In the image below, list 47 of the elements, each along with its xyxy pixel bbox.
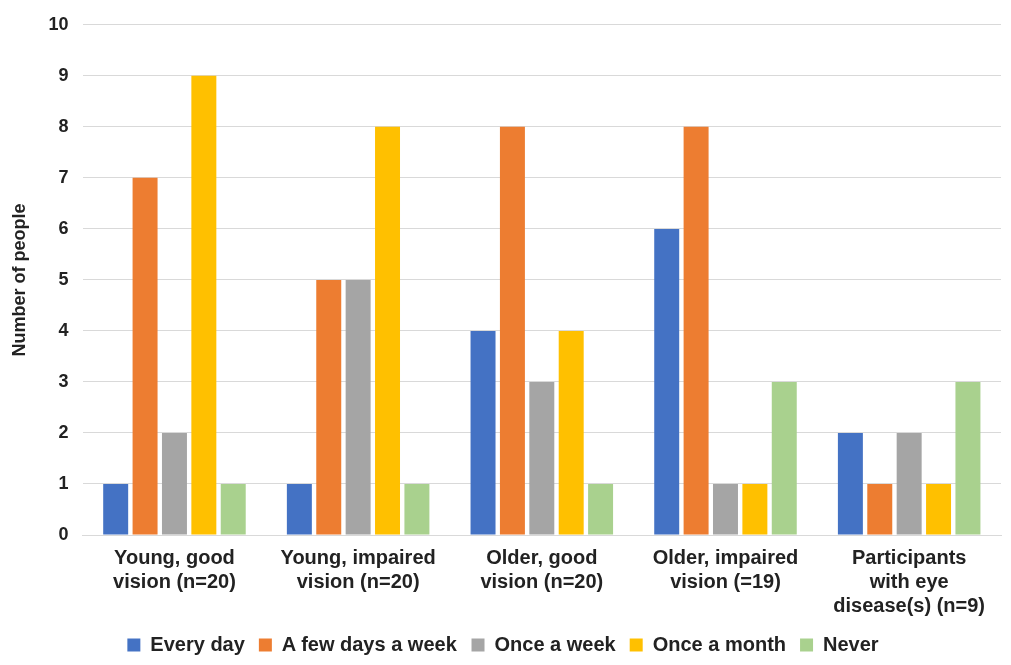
bar — [470, 330, 496, 535]
x-tick-label: Young, good vision (n=20) — [113, 545, 236, 592]
bar — [896, 432, 922, 535]
y-tick-label: 9 — [58, 64, 69, 85]
bar — [926, 483, 952, 535]
x-tick-label: Older, good vision (n=20) — [480, 545, 604, 592]
x-tick-label: Participants with eye disease(s) (n=9) — [833, 545, 986, 616]
bar — [867, 483, 893, 535]
bar — [771, 381, 797, 535]
bar — [955, 381, 981, 535]
x-tick-label: Older, impaired vision (=19) — [652, 545, 799, 592]
bar — [316, 279, 342, 535]
y-tick-label: 3 — [58, 370, 69, 391]
y-tick-label: 8 — [58, 115, 69, 136]
bar — [713, 483, 738, 535]
bar — [132, 177, 158, 535]
bar — [742, 483, 768, 535]
bar — [529, 381, 555, 535]
bar — [220, 483, 246, 535]
bar — [654, 228, 680, 535]
legend-label: Never — [823, 632, 879, 655]
y-tick-label: 10 — [48, 13, 69, 34]
legend-label: Once a month — [652, 632, 787, 655]
bar — [191, 75, 217, 535]
bar — [404, 483, 430, 535]
bar — [588, 483, 614, 535]
legend-label: Once a week — [494, 632, 617, 655]
bar — [558, 330, 584, 535]
y-tick-label: 0 — [58, 523, 69, 544]
x-tick-label: Young, impaired vision (n=20) — [280, 545, 436, 592]
y-tick-label: 6 — [58, 217, 69, 238]
y-tick-label: 5 — [58, 268, 69, 289]
bar — [103, 483, 129, 535]
bar — [499, 126, 525, 535]
y-tick-label: 1 — [58, 472, 69, 493]
y-tick-label: 2 — [58, 421, 69, 442]
legend-label: A few days a week — [281, 632, 458, 655]
bar — [375, 126, 401, 535]
bar — [345, 279, 371, 535]
bar — [837, 432, 863, 535]
bar — [683, 126, 709, 535]
y-tick-label: 4 — [58, 319, 69, 340]
bar — [161, 432, 187, 535]
y-axis-title: Number of people — [8, 203, 29, 357]
legend-label: Every day — [150, 632, 246, 655]
bar — [286, 483, 312, 535]
y-tick-label: 7 — [58, 166, 69, 187]
